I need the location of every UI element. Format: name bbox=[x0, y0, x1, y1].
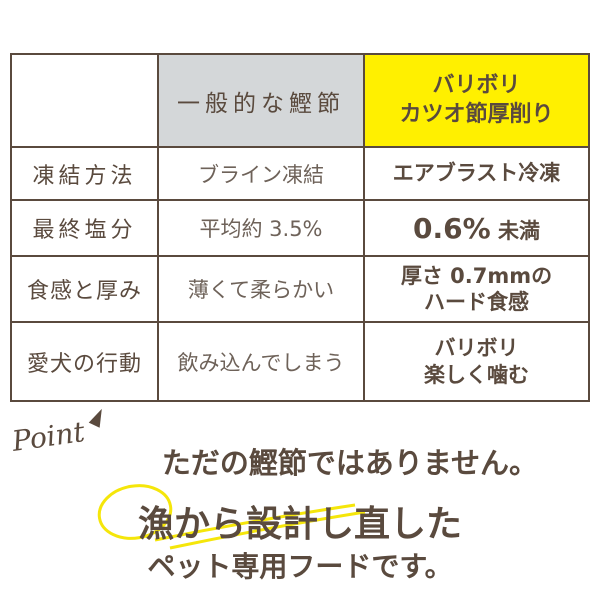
row-general: 飲み込んでしまう bbox=[157, 321, 365, 402]
table-row: 食感と厚み 薄くて柔らかい 厚さ 0.7mmの ハード食感 bbox=[10, 255, 590, 323]
header-ours-line1: バリボリ bbox=[432, 72, 521, 98]
table-row: 愛犬の行動 飲み込んでしまう バリボリ 楽しく噛む bbox=[10, 321, 590, 402]
row-ours-line1: バリボリ bbox=[434, 336, 519, 361]
yellow-highlight-scribble bbox=[97, 484, 366, 550]
header-ours: バリボリ カツオ節厚削り bbox=[363, 53, 590, 148]
row-label: 凍結方法 bbox=[10, 146, 159, 201]
salt-value: 0.6% bbox=[413, 211, 491, 245]
row-ours: エアブラスト冷凍 bbox=[363, 146, 590, 201]
table-row: 最終塩分 平均約 3.5% 0.6% 未満 bbox=[10, 199, 590, 257]
row-ours-line2: ハード食感 bbox=[424, 290, 529, 314]
row-ours-line2: 楽しく噛む bbox=[424, 362, 529, 387]
row-label: 最終塩分 bbox=[10, 199, 159, 257]
point-line1: ただの鰹節ではありません。 bbox=[161, 446, 539, 480]
row-label: 愛犬の行動 bbox=[10, 321, 159, 402]
comparison-table: 一般的な鰹節 バリボリ カツオ節厚削り 凍結方法 ブライン凍結 エアブラスト冷凍… bbox=[10, 53, 590, 402]
header-empty-cell bbox=[10, 53, 159, 148]
row-ours-line1: 厚さ 0.7mmの bbox=[400, 263, 553, 288]
row-general: 薄くて柔らかい bbox=[157, 255, 365, 323]
row-ours: バリボリ 楽しく噛む bbox=[363, 321, 590, 402]
row-ours: 厚さ 0.7mmの ハード食感 bbox=[363, 255, 590, 323]
row-general: ブライン凍結 bbox=[157, 146, 365, 201]
header-general: 一般的な鰹節 bbox=[157, 53, 365, 148]
row-general: 平均約 3.5% bbox=[157, 199, 365, 257]
point-accent-mark bbox=[88, 406, 108, 428]
header-ours-line2: カツオ節厚削り bbox=[399, 101, 554, 127]
table-row: 凍結方法 ブライン凍結 エアブラスト冷凍 bbox=[10, 146, 590, 201]
row-label: 食感と厚み bbox=[10, 255, 159, 323]
row-ours: 0.6% 未満 bbox=[363, 199, 590, 257]
point-line3: ペット専用フードです。 bbox=[147, 550, 453, 583]
table-header-row: 一般的な鰹節 バリボリ カツオ節厚削り bbox=[10, 53, 590, 148]
point-line2: 漁から設計し直した bbox=[137, 504, 462, 545]
salt-suffix: 未満 bbox=[497, 218, 540, 243]
